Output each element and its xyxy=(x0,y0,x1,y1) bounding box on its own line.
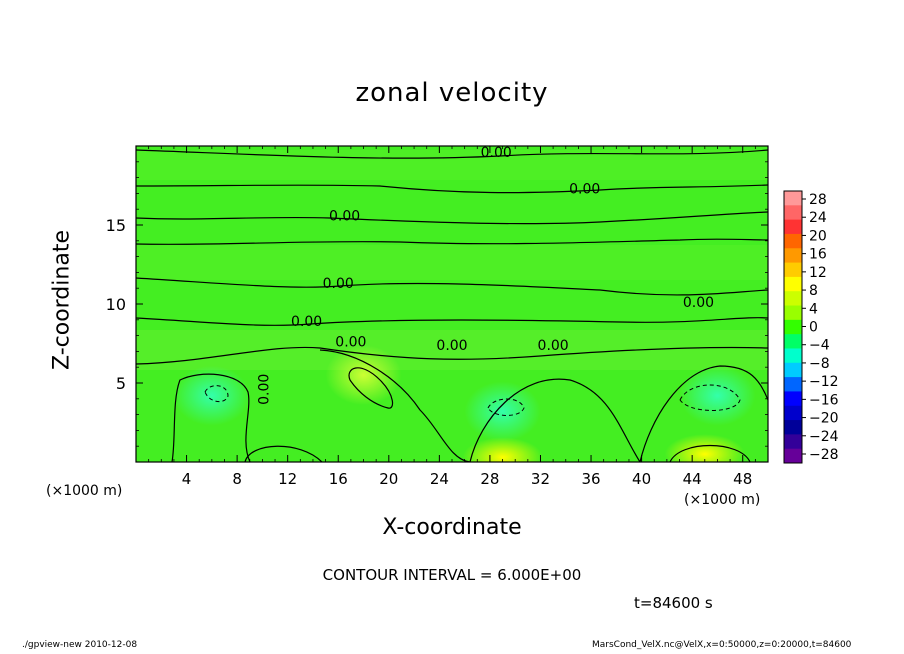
x-tick-label: 28 xyxy=(480,470,499,488)
x-unit-label: (×1000 m) xyxy=(46,483,123,499)
chart-title: zonal velocity xyxy=(355,78,549,108)
x-tick-label: 24 xyxy=(430,470,449,488)
footer-left: ./gpview-new 2010-12-08 xyxy=(22,640,138,650)
contour-label: 0.00 xyxy=(436,338,467,354)
colorbar-swatch xyxy=(784,262,802,278)
time-stamp: t=84600 s xyxy=(634,594,713,612)
colorbar-swatch xyxy=(784,377,802,392)
colorbar: 28 24 20 16 12 8 4 0 −4 −8 −12 −16 −20 −24 −28 xyxy=(783,190,839,464)
contour-labels: 0.00 0.00 0.00 0.00 0.00 0.00 0.00 0.00 0.00 0.00 xyxy=(257,145,714,405)
colorbar-swatch xyxy=(784,191,802,206)
x-tick-label: 20 xyxy=(379,470,398,488)
contour-lines xyxy=(136,149,768,462)
footer-right: MarsCond_VelX.nc@VelX,x=0:50000,z=0:2000… xyxy=(592,640,852,650)
colorbar-swatch xyxy=(784,276,802,292)
x-tick-label: 12 xyxy=(278,470,297,488)
colorbar-label: −8 xyxy=(809,356,830,372)
contour-label: 0.00 xyxy=(257,374,273,405)
colorbar-label: 28 xyxy=(809,192,827,208)
colorbar-label: −4 xyxy=(809,338,830,354)
colorbar-swatch xyxy=(784,205,802,221)
colorbar-swatch xyxy=(784,420,802,435)
y-tick-label: 15 xyxy=(106,216,126,235)
colorbar-label: −24 xyxy=(809,429,839,445)
colorbar-label: 24 xyxy=(809,210,827,226)
contour-label: 0.00 xyxy=(683,295,714,311)
contour-label: 0.00 xyxy=(291,314,322,330)
x-tick-label: 32 xyxy=(531,470,550,488)
x-tick-label: 16 xyxy=(329,470,348,488)
field-feature xyxy=(464,381,541,442)
colorbar-swatch xyxy=(784,305,802,321)
x-tick-label: 44 xyxy=(683,470,702,488)
field-feature xyxy=(325,345,402,406)
colorbar-swatch xyxy=(784,319,802,335)
x-tick-label: 36 xyxy=(581,470,600,488)
colorbar-label: −20 xyxy=(809,411,839,427)
colorbar-swatch xyxy=(784,391,802,407)
x-axis-label: X-coordinate xyxy=(382,515,522,540)
x-tick-label: 40 xyxy=(632,470,651,488)
contour-label: 0.00 xyxy=(329,208,360,224)
contour-label: 0.00 xyxy=(323,276,354,292)
colorbar-swatch xyxy=(784,334,802,349)
field-feature xyxy=(462,437,543,462)
colorbar-label: 0 xyxy=(809,320,818,336)
colorbar-swatch xyxy=(784,348,802,364)
colorbar-swatch xyxy=(784,362,802,378)
contour-label: 0.00 xyxy=(569,181,600,197)
colorbar-swatch xyxy=(784,248,802,264)
colorbar-label: −12 xyxy=(809,374,839,390)
x-tick-label: 48 xyxy=(733,470,752,488)
colorbar-swatch xyxy=(784,405,802,421)
colorbar-label: −16 xyxy=(809,392,839,408)
colorbar-swatch xyxy=(784,448,802,464)
colorbar-label: 16 xyxy=(809,247,827,263)
field-layer xyxy=(136,149,768,462)
colorbar-label: 4 xyxy=(809,301,818,317)
field-feature xyxy=(679,365,756,426)
colorbar-label: 12 xyxy=(809,265,827,281)
colorbar-swatch xyxy=(784,233,802,249)
x-tick-label: 4 xyxy=(182,470,192,488)
field-feature xyxy=(173,365,250,426)
y-tick-label: 5 xyxy=(116,374,126,393)
colorbar-swatch xyxy=(784,291,802,307)
colorbar-swatch xyxy=(784,219,802,235)
colorbar-label: 20 xyxy=(809,228,827,244)
contour-interval-text: CONTOUR INTERVAL = 6.000E+00 xyxy=(322,566,582,584)
y-tick-label: 10 xyxy=(106,295,126,314)
x-tick-label: 8 xyxy=(232,470,242,488)
colorbar-swatch xyxy=(784,434,802,450)
colorbar-label: −28 xyxy=(809,447,839,463)
contour-label: 0.00 xyxy=(538,338,569,354)
colorbar-label: 8 xyxy=(809,283,818,299)
field-feature xyxy=(664,434,745,462)
x-unit-label-right: (×1000 m) xyxy=(684,492,761,508)
contour-label: 0.00 xyxy=(481,145,512,161)
contour-label: 0.00 xyxy=(335,335,366,351)
